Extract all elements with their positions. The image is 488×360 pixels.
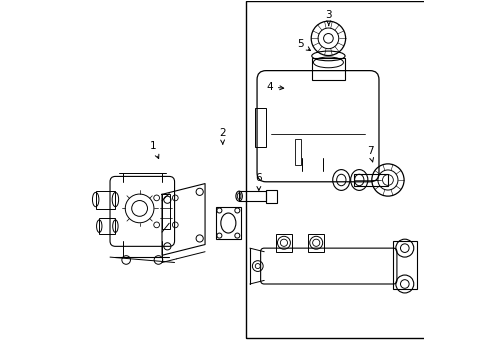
Text: 1: 1 <box>149 141 159 158</box>
Bar <box>239 191 265 201</box>
Bar <box>255 108 265 147</box>
Bar <box>215 207 241 239</box>
Bar <box>99 218 115 234</box>
Bar <box>295 139 301 165</box>
Bar <box>308 234 324 252</box>
Text: 7: 7 <box>366 146 373 162</box>
Text: 5: 5 <box>296 39 310 50</box>
Bar <box>265 190 277 203</box>
Bar <box>353 174 387 186</box>
Bar <box>311 58 345 80</box>
Bar <box>276 234 291 252</box>
Bar <box>392 241 416 289</box>
Text: 2: 2 <box>219 129 225 144</box>
Text: 4: 4 <box>266 82 283 92</box>
Bar <box>96 190 115 208</box>
Text: 3: 3 <box>325 10 331 26</box>
Text: 6: 6 <box>255 173 262 190</box>
Bar <box>162 194 169 229</box>
